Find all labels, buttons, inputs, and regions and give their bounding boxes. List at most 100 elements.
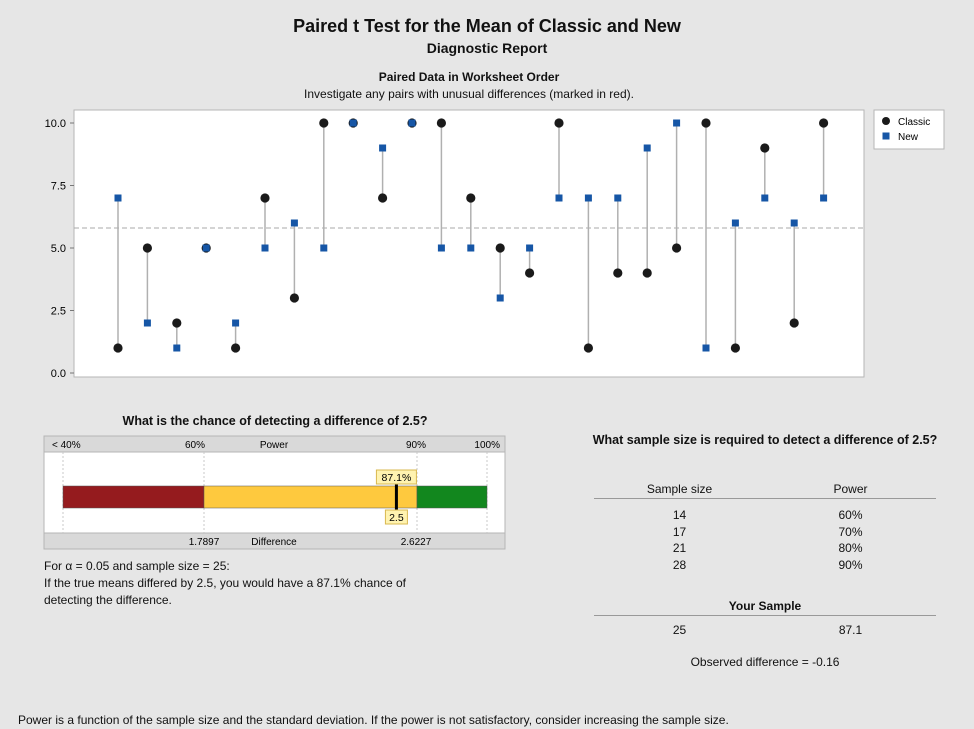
classic-point [701, 118, 711, 128]
cell-sample-size: 17 [672, 524, 687, 539]
y-tick-label: 2.5 [51, 306, 66, 318]
new-point [526, 244, 534, 252]
classic-point [730, 343, 741, 353]
difference-footer [43, 532, 506, 550]
report-subtitle: Diagnostic Report [426, 40, 548, 56]
plot-subtitle: Investigate any pairs with unusual diffe… [304, 87, 634, 101]
power-label-100: 100% [474, 440, 500, 451]
difference-label-low: 1.7897 [189, 537, 220, 548]
new-point [673, 119, 681, 127]
power-text-line1: For α = 0.05 and sample size = 25: [44, 559, 230, 573]
new-point [114, 194, 122, 202]
paired-data-chart: 0.0 2.5 5.0 7.5 10.0 Classic New [45, 109, 945, 380]
cell-sample-size: 21 [672, 541, 687, 555]
column-header-sample-size: Sample size [646, 482, 713, 496]
your-sample-power: 87.1 [838, 623, 863, 637]
new-point [731, 219, 739, 227]
difference-callout-label: 2.5 [389, 512, 404, 524]
classic-point [436, 118, 446, 128]
power-mid-segment [203, 485, 418, 509]
new-point [584, 194, 592, 202]
legend-classic-label: Classic [898, 117, 930, 128]
sample-size-table: Sample size Power 14 60% 17 70% 21 80% 2… [594, 480, 936, 669]
classic-point [613, 268, 623, 278]
new-point [820, 194, 828, 202]
classic-point [672, 243, 682, 253]
power-high-segment [416, 485, 488, 509]
report-title: Paired t Test for the Mean of Classic an… [293, 16, 681, 36]
classic-point [466, 193, 476, 203]
new-point [232, 319, 240, 327]
classic-point [495, 243, 505, 253]
your-sample-size: 25 [672, 623, 687, 637]
classic-point [260, 193, 270, 203]
classic-point [142, 243, 152, 253]
legend-new-label: New [898, 132, 919, 143]
difference-axis-label: Difference [251, 537, 297, 548]
cell-power: 90% [838, 557, 863, 572]
new-point [379, 144, 387, 152]
difference-callout [384, 509, 408, 525]
power-callout [375, 469, 417, 485]
new-point [437, 244, 445, 252]
new-point [702, 344, 710, 352]
y-tick-label: 5.0 [51, 243, 66, 255]
power-callout-label: 87.1% [382, 472, 412, 484]
power-text-line3: detecting the difference. [44, 593, 172, 607]
classic-point [642, 268, 652, 278]
classic-point [319, 118, 329, 128]
new-point [173, 344, 181, 352]
new-point [143, 319, 151, 327]
plot-area [73, 109, 865, 378]
new-point [555, 194, 563, 202]
new-point [761, 194, 769, 202]
power-question: What is the chance of detecting a differ… [122, 414, 428, 428]
classic-point [554, 118, 564, 128]
table-row: 21 80% [594, 540, 936, 557]
power-explanation: For α = 0.05 and sample size = 25: If th… [44, 558, 514, 609]
power-label-60: 60% [185, 440, 205, 451]
power-bar-chart: < 40% 60% Power 90% 100% 87.1% 2.5 1.789… [43, 435, 506, 550]
y-axis: 0.0 2.5 5.0 7.5 10.0 [45, 118, 74, 380]
power-axis-label: Power [260, 440, 289, 451]
classic-point [378, 193, 388, 203]
cell-sample-size: 28 [672, 557, 687, 572]
cell-sample-size: 14 [672, 508, 687, 522]
power-low-segment [62, 485, 205, 509]
new-point [614, 194, 622, 202]
power-text-line2: If the true means differed by 2.5, you w… [44, 576, 407, 590]
legend-new-marker [882, 132, 890, 140]
your-sample-title: Your Sample [594, 597, 936, 616]
new-point [790, 219, 798, 227]
cell-power: 60% [838, 508, 863, 522]
legend: Classic New [873, 109, 945, 150]
new-point [467, 244, 475, 252]
classic-point [113, 343, 123, 353]
column-header-power: Power [833, 482, 868, 496]
plot-title: Paired Data in Worksheet Order [378, 70, 560, 84]
your-sample-row: 25 87.1 [594, 622, 936, 639]
table-header: Sample size Power [594, 480, 936, 499]
y-tick-label: 10.0 [45, 118, 66, 130]
cell-power: 80% [838, 541, 863, 555]
classic-point [760, 143, 770, 153]
classic-point [583, 343, 594, 353]
y-tick-label: 7.5 [51, 181, 66, 193]
footer-note: Power is a function of the sample size a… [18, 713, 729, 727]
new-point [408, 119, 416, 127]
sample-size-question: What sample size is required to detect a… [592, 433, 938, 447]
new-point [496, 294, 504, 302]
y-tick-label: 0.0 [51, 368, 66, 380]
classic-point [172, 318, 182, 328]
legend-classic-marker [882, 117, 890, 125]
classic-point [789, 318, 799, 328]
classic-point [819, 118, 829, 128]
table-row: 14 60% [594, 507, 936, 524]
pair-lines [117, 123, 825, 348]
observed-difference: Observed difference = -0.16 [690, 654, 840, 669]
new-point [261, 244, 269, 252]
table-row: 28 90% [594, 557, 936, 574]
cell-power: 70% [838, 524, 863, 539]
classic-point [525, 268, 535, 278]
new-point [320, 244, 328, 252]
